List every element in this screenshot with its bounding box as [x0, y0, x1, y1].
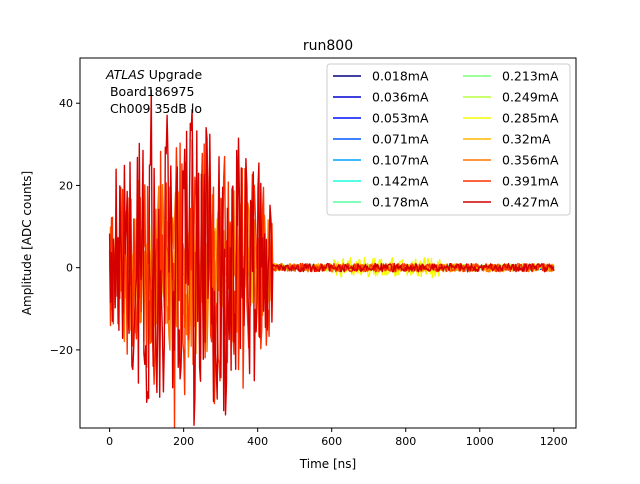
chart-title: run800	[303, 38, 353, 54]
series-layer	[108, 89, 555, 428]
y-tick-label: −20	[50, 344, 73, 357]
annotation-atlas: ATLAS	[105, 67, 145, 82]
x-axis-label: Time [ns]	[299, 457, 356, 471]
annotation-channel: Ch009 35dB lo	[106, 101, 202, 116]
y-tick-label: 0	[66, 262, 73, 275]
y-axis: −20 0 20 40	[50, 97, 80, 357]
legend-label: 0.071mA	[372, 132, 429, 147]
x-tick-label: 1000	[466, 435, 494, 448]
legend-label: 0.142mA	[372, 174, 429, 189]
annotation-upgrade: Upgrade	[145, 67, 203, 82]
legend: 0.018mA 0.036mA 0.053mA 0.071mA 0.107mA 0.142…	[326, 63, 571, 216]
legend-label: 0.107mA	[372, 153, 429, 168]
x-tick-label: 1200	[540, 435, 568, 448]
y-axis-label: Amplitude [ADC counts]	[20, 171, 34, 315]
legend-label: 0.018mA	[372, 69, 429, 84]
x-tick-label: 400	[247, 435, 268, 448]
x-tick-label: 200	[173, 435, 194, 448]
legend-label: 0.32mA	[502, 132, 551, 147]
legend-label: 0.356mA	[502, 153, 559, 168]
x-tick-label: 600	[321, 435, 342, 448]
y-tick-label: 20	[59, 179, 73, 192]
annotation-board: Board186975	[106, 84, 194, 99]
legend-label: 0.391mA	[502, 174, 559, 189]
x-tick-label: 800	[395, 435, 416, 448]
legend-label: 0.427mA	[502, 195, 559, 210]
legend-label: 0.178mA	[372, 195, 429, 210]
x-axis: 0 200 400 600 800 1000 1200	[106, 428, 568, 448]
legend-label: 0.285mA	[502, 111, 559, 126]
legend-label: 0.053mA	[372, 111, 429, 126]
legend-label: 0.249mA	[502, 90, 559, 105]
legend-label: 0.036mA	[372, 90, 429, 105]
annotation-line-1: ATLAS Upgrade	[105, 67, 202, 82]
series-line-0.427mA	[108, 89, 555, 426]
plot-frame	[79, 57, 577, 429]
y-tick-label: 40	[59, 97, 73, 110]
legend-label: 0.213mA	[502, 69, 559, 84]
legend-frame	[326, 63, 571, 216]
atlas-annotation: ATLAS Upgrade Board186975 Ch009 35dB lo	[105, 67, 202, 116]
x-tick-label: 0	[106, 435, 113, 448]
